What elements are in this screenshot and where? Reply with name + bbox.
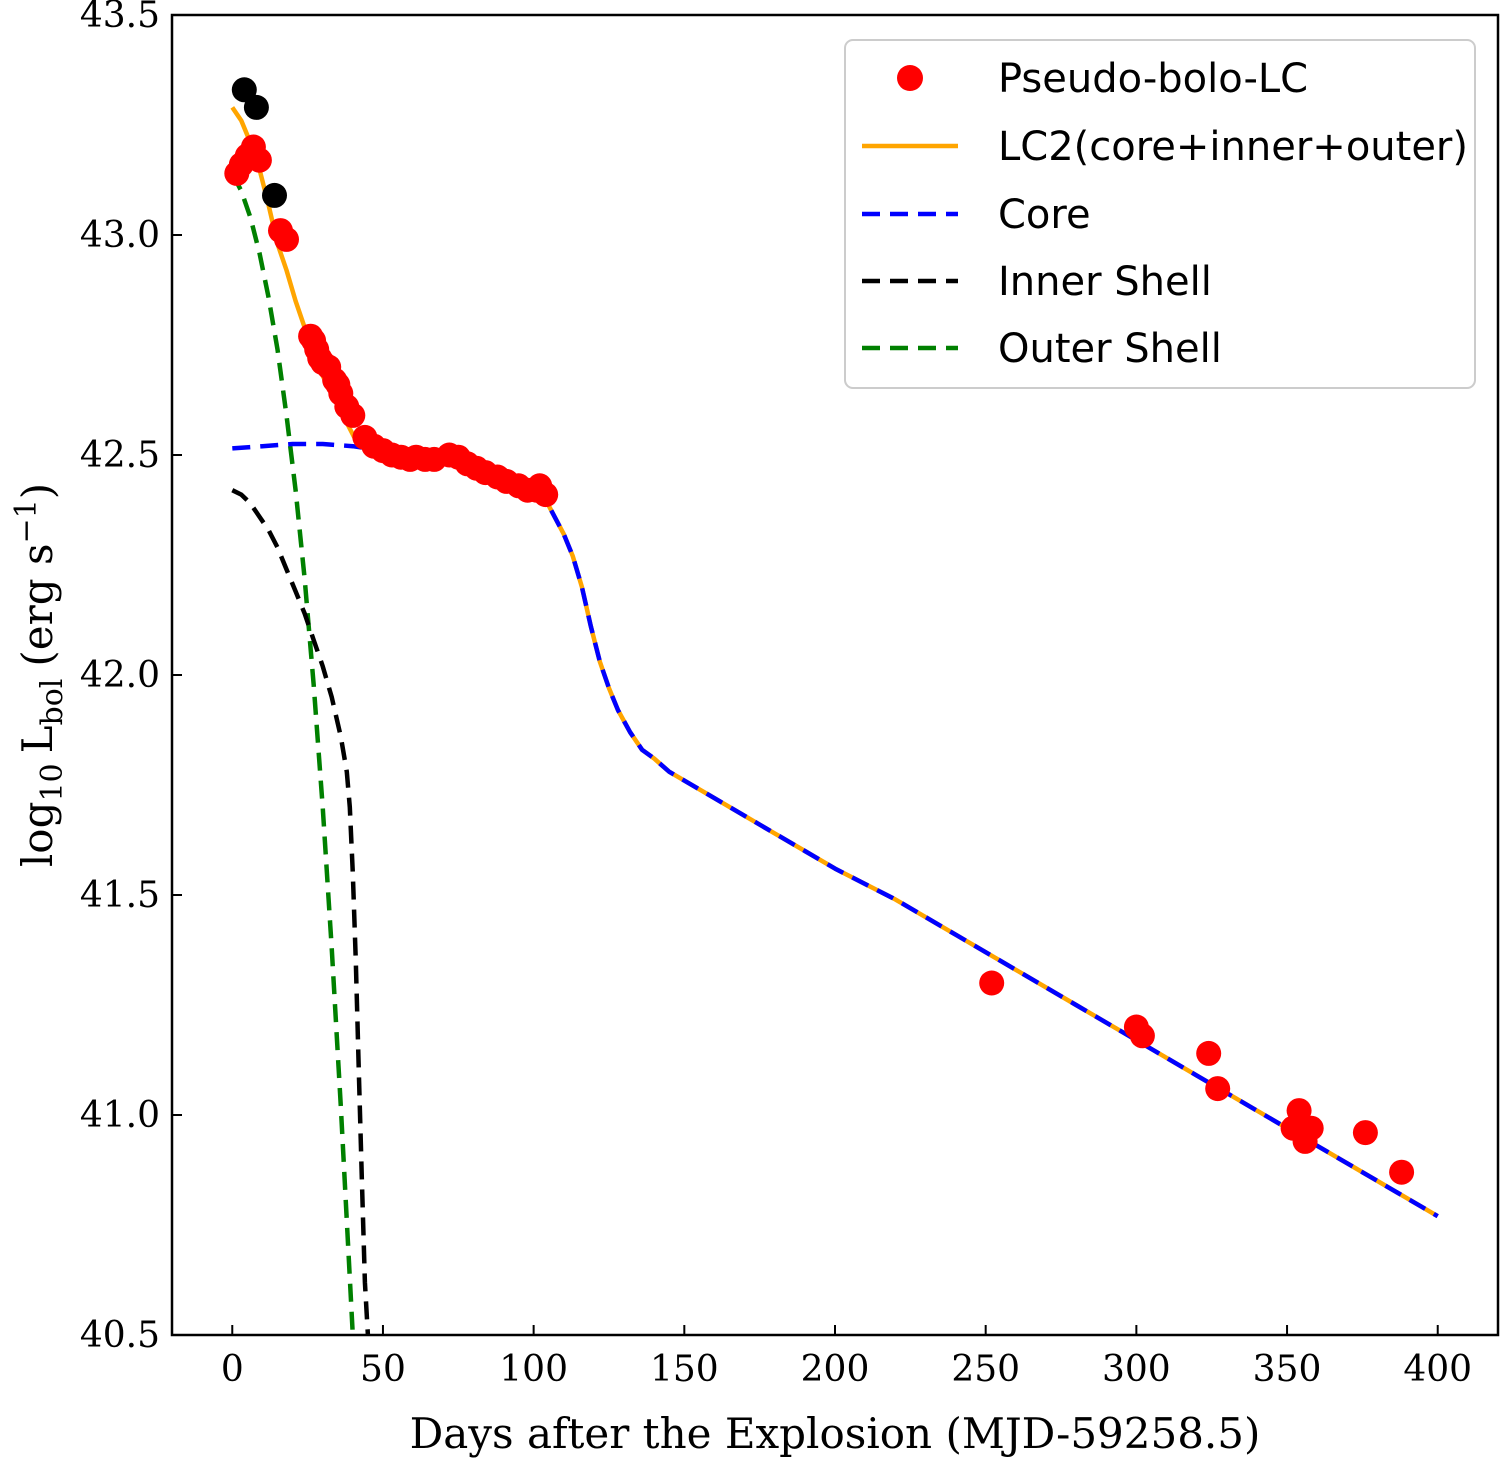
y-tick-label: 43.0 <box>80 215 160 256</box>
series-line-outer-shell <box>230 172 356 1335</box>
legend-label-core: Core <box>998 192 1091 238</box>
data-point-extra <box>262 182 287 208</box>
data-point-pseudo-bolo-lc <box>246 147 272 173</box>
x-tick-label: 0 <box>221 1349 244 1390</box>
legend-label-pseudo-bolo: Pseudo-bolo-LC <box>998 56 1308 102</box>
legend-label-inner-shell: Inner Shell <box>998 259 1212 305</box>
series-line-core <box>232 441 1439 1219</box>
series-line-inner-shell <box>231 488 371 1335</box>
data-point-pseudo-bolo-lc <box>1205 1076 1231 1102</box>
x-axis-ticks: 0 50 100 150 200 250 300 350 400 <box>221 1325 1472 1390</box>
x-tick-label: 400 <box>1403 1349 1472 1390</box>
legend-label-outer-shell: Outer Shell <box>998 326 1222 372</box>
legend: Pseudo-bolo-LC LC2(core+inner+outer) Cor… <box>844 39 1476 389</box>
points-layer <box>224 77 1415 1185</box>
y-axis-title-log-sub: 10 <box>35 763 70 801</box>
y-axis-title-L-sub: bol <box>35 679 70 726</box>
data-point-pseudo-bolo-lc <box>1298 1115 1324 1141</box>
x-tick-label: 200 <box>801 1349 870 1390</box>
x-tick-label: 300 <box>1102 1349 1171 1390</box>
y-tick-label: 41.5 <box>80 875 160 916</box>
y-tick-label: 41.0 <box>80 1095 160 1136</box>
x-tick-label: 100 <box>499 1349 568 1390</box>
data-point-pseudo-bolo-lc <box>1389 1159 1415 1185</box>
y-axis-title-log: log <box>13 802 62 868</box>
y-axis-title-L: L <box>13 725 62 753</box>
data-point-pseudo-bolo-lc <box>340 402 366 428</box>
y-tick-label: 40.5 <box>80 1315 160 1356</box>
y-axis-title-unit-sup: −1 <box>9 499 44 543</box>
x-tick-label: 250 <box>951 1349 1020 1390</box>
data-point-pseudo-bolo-lc <box>533 482 559 508</box>
y-tick-label: 42.0 <box>80 655 160 696</box>
y-axis-ticks: 40.5 41.0 41.5 42.0 42.5 43.0 43.5 <box>80 0 182 1356</box>
data-point-extra <box>243 94 269 120</box>
legend-label-lc2: LC2(core+inner+outer) <box>998 124 1468 170</box>
y-tick-label: 43.5 <box>80 0 160 36</box>
x-tick-label: 350 <box>1253 1349 1322 1390</box>
data-point-pseudo-bolo-lc <box>1286 1098 1312 1124</box>
legend-box <box>844 39 1476 389</box>
x-axis-title: Days after the Explosion (MJD-59258.5) <box>410 1409 1261 1458</box>
data-point-pseudo-bolo-lc <box>979 970 1005 996</box>
data-point-pseudo-bolo-lc <box>1196 1040 1222 1066</box>
data-point-pseudo-bolo-lc <box>274 226 299 252</box>
data-point-pseudo-bolo-lc <box>1352 1120 1378 1146</box>
data-point-pseudo-bolo-lc <box>1129 1023 1155 1049</box>
y-axis-title-unit: (erg s <box>13 543 62 666</box>
x-tick-label: 50 <box>360 1349 406 1390</box>
y-axis-title: log10 Lbol (erg s−1) <box>9 483 70 867</box>
data-point-extra <box>231 77 257 103</box>
y-axis-title-unit-close: ) <box>13 483 62 499</box>
y-tick-label: 42.5 <box>80 435 160 476</box>
x-tick-label: 150 <box>650 1349 719 1390</box>
legend-marker-pseudo-bolo <box>897 65 923 91</box>
